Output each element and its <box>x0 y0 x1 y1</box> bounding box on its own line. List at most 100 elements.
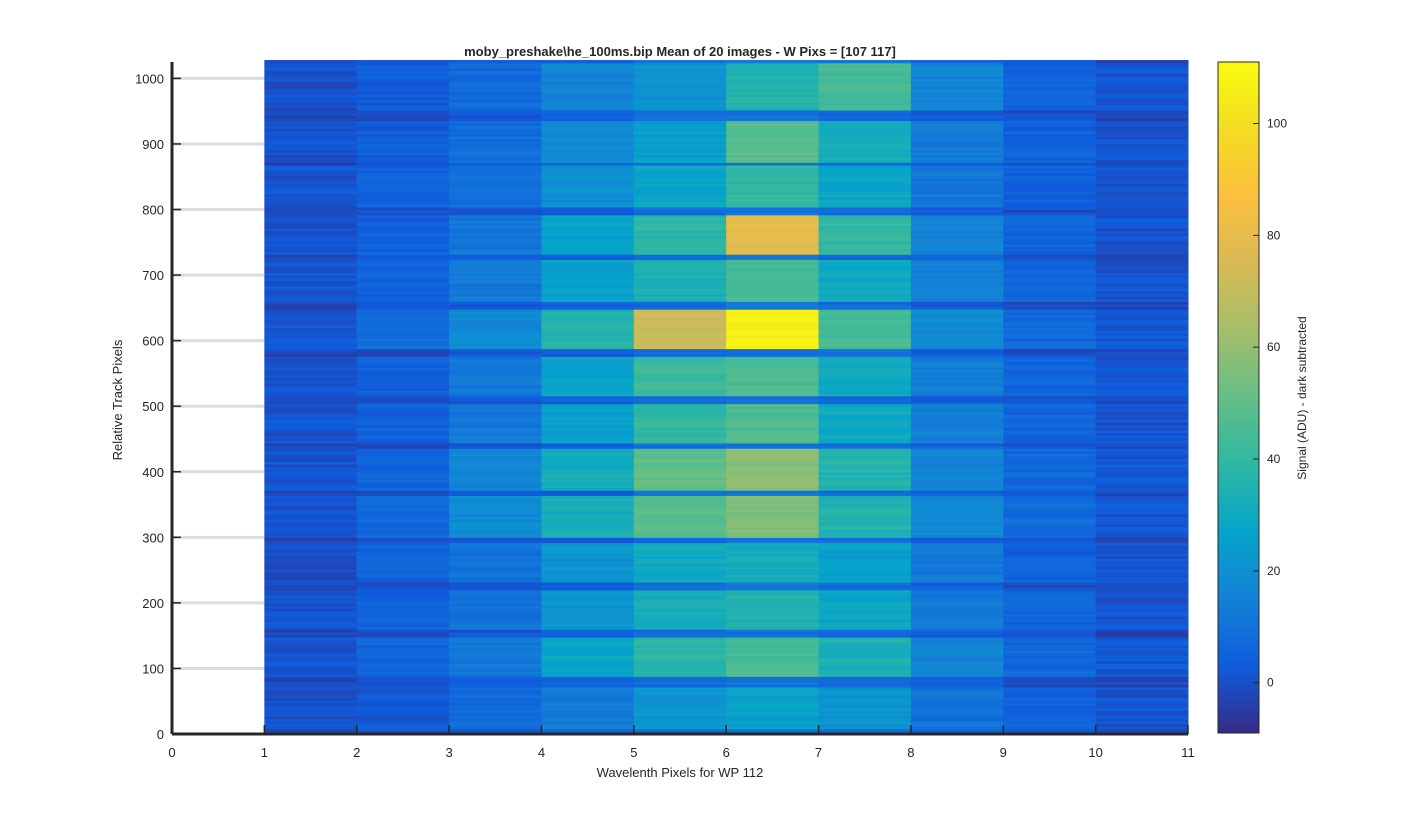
heatmap-cell <box>818 613 912 617</box>
heatmap-cell <box>910 122 1004 127</box>
heatmap-cell <box>541 492 635 496</box>
heatmap-cell <box>726 67 820 72</box>
heatmap-cell <box>264 143 358 148</box>
heatmap-cell <box>726 298 820 302</box>
heatmap-cell <box>1003 579 1097 583</box>
heatmap-cell <box>633 382 727 386</box>
heatmap-cell <box>1003 574 1097 578</box>
heatmap-cell <box>726 595 820 599</box>
heatmap-cell <box>910 705 1004 709</box>
heatmap-cell <box>541 623 635 628</box>
heatmap-cell <box>264 175 358 179</box>
heatmap-cell <box>264 474 358 478</box>
heatmap-cell <box>1095 196 1189 200</box>
heatmap-cell <box>356 453 450 457</box>
heatmap-cell <box>356 707 450 711</box>
heatmap-cell <box>910 157 1004 161</box>
heatmap-cell <box>449 243 542 247</box>
heatmap-cell <box>264 282 358 287</box>
heatmap-cell <box>1095 338 1189 342</box>
heatmap-cell <box>1095 479 1189 483</box>
heatmap-cell <box>910 726 1004 730</box>
heatmap-cell <box>541 154 635 158</box>
heatmap-cell <box>818 647 912 651</box>
heatmap-cell <box>1095 340 1189 344</box>
heatmap-cell <box>910 484 1004 489</box>
heatmap-cell <box>910 694 1004 698</box>
heatmap-cell <box>818 726 912 730</box>
heatmap-cell <box>726 427 820 431</box>
heatmap-cell <box>541 353 635 357</box>
heatmap-cell <box>726 379 820 384</box>
heatmap-cell <box>356 581 450 586</box>
heatmap-cell <box>264 694 358 698</box>
heatmap-cell <box>633 629 727 633</box>
heatmap-cell <box>1095 532 1189 536</box>
heatmap-cell <box>264 332 358 336</box>
heatmap-cell <box>633 272 727 276</box>
heatmap-cell <box>633 427 727 431</box>
heatmap-cell <box>633 668 727 672</box>
y-tick-label: 600 <box>142 334 164 349</box>
heatmap-cell <box>356 694 450 698</box>
heatmap-cell <box>726 104 820 108</box>
heatmap-cell <box>356 86 450 90</box>
heatmap-cell <box>726 697 820 701</box>
heatmap-cell <box>541 629 635 633</box>
heatmap-cell <box>1003 251 1097 255</box>
heatmap-cell <box>910 655 1004 659</box>
heatmap-cell <box>633 162 727 166</box>
heatmap-cell <box>1003 369 1097 373</box>
heatmap-cell <box>449 96 542 100</box>
heatmap-cell <box>1095 492 1189 496</box>
heatmap-cell <box>541 621 635 625</box>
heatmap-cell <box>541 141 635 145</box>
heatmap-cell <box>910 70 1004 74</box>
heatmap-cell <box>726 348 820 352</box>
heatmap-cell <box>633 246 727 250</box>
heatmap-cell <box>264 652 358 656</box>
heatmap-cell <box>264 513 358 517</box>
heatmap-cell <box>1095 589 1189 593</box>
heatmap-cell <box>818 332 912 336</box>
heatmap-cell <box>1003 214 1097 218</box>
heatmap-cell <box>264 348 358 352</box>
heatmap-cell <box>818 568 912 573</box>
heatmap-cell <box>449 400 542 405</box>
heatmap-cell <box>449 592 542 596</box>
heatmap-cell <box>910 513 1004 517</box>
heatmap-cell <box>818 560 912 565</box>
heatmap-cell <box>1003 458 1097 462</box>
heatmap-cell <box>726 372 820 376</box>
heatmap-cell <box>726 91 820 95</box>
heatmap-cell <box>356 209 450 213</box>
heatmap-cell <box>1095 697 1189 701</box>
heatmap-cell <box>633 490 727 494</box>
heatmap-cell <box>1095 576 1189 580</box>
heatmap-cell <box>1003 122 1097 127</box>
heatmap-cell <box>1095 647 1189 651</box>
heatmap-cell <box>541 214 635 218</box>
heatmap-cell <box>910 282 1004 287</box>
heatmap-cell <box>1095 345 1189 350</box>
heatmap-cell <box>541 461 635 465</box>
heatmap-cell <box>633 209 727 213</box>
heatmap-cell <box>541 684 635 688</box>
heatmap-cell <box>633 644 727 649</box>
heatmap-cell <box>1095 668 1189 672</box>
heatmap-cell <box>356 178 450 182</box>
heatmap-cell <box>449 555 542 559</box>
heatmap-cell <box>910 387 1004 392</box>
heatmap-cell <box>633 400 727 405</box>
heatmap-cell <box>449 70 542 74</box>
heatmap-cell <box>818 458 912 462</box>
heatmap-cell <box>818 290 912 295</box>
heatmap-cell <box>541 107 635 111</box>
heatmap-cell <box>726 162 820 166</box>
heatmap-cell <box>356 70 450 74</box>
heatmap-cell <box>1003 521 1097 525</box>
heatmap-cell <box>356 610 450 614</box>
heatmap-cell <box>1003 621 1097 625</box>
heatmap-cell <box>910 285 1004 289</box>
heatmap-cell <box>1003 416 1097 420</box>
